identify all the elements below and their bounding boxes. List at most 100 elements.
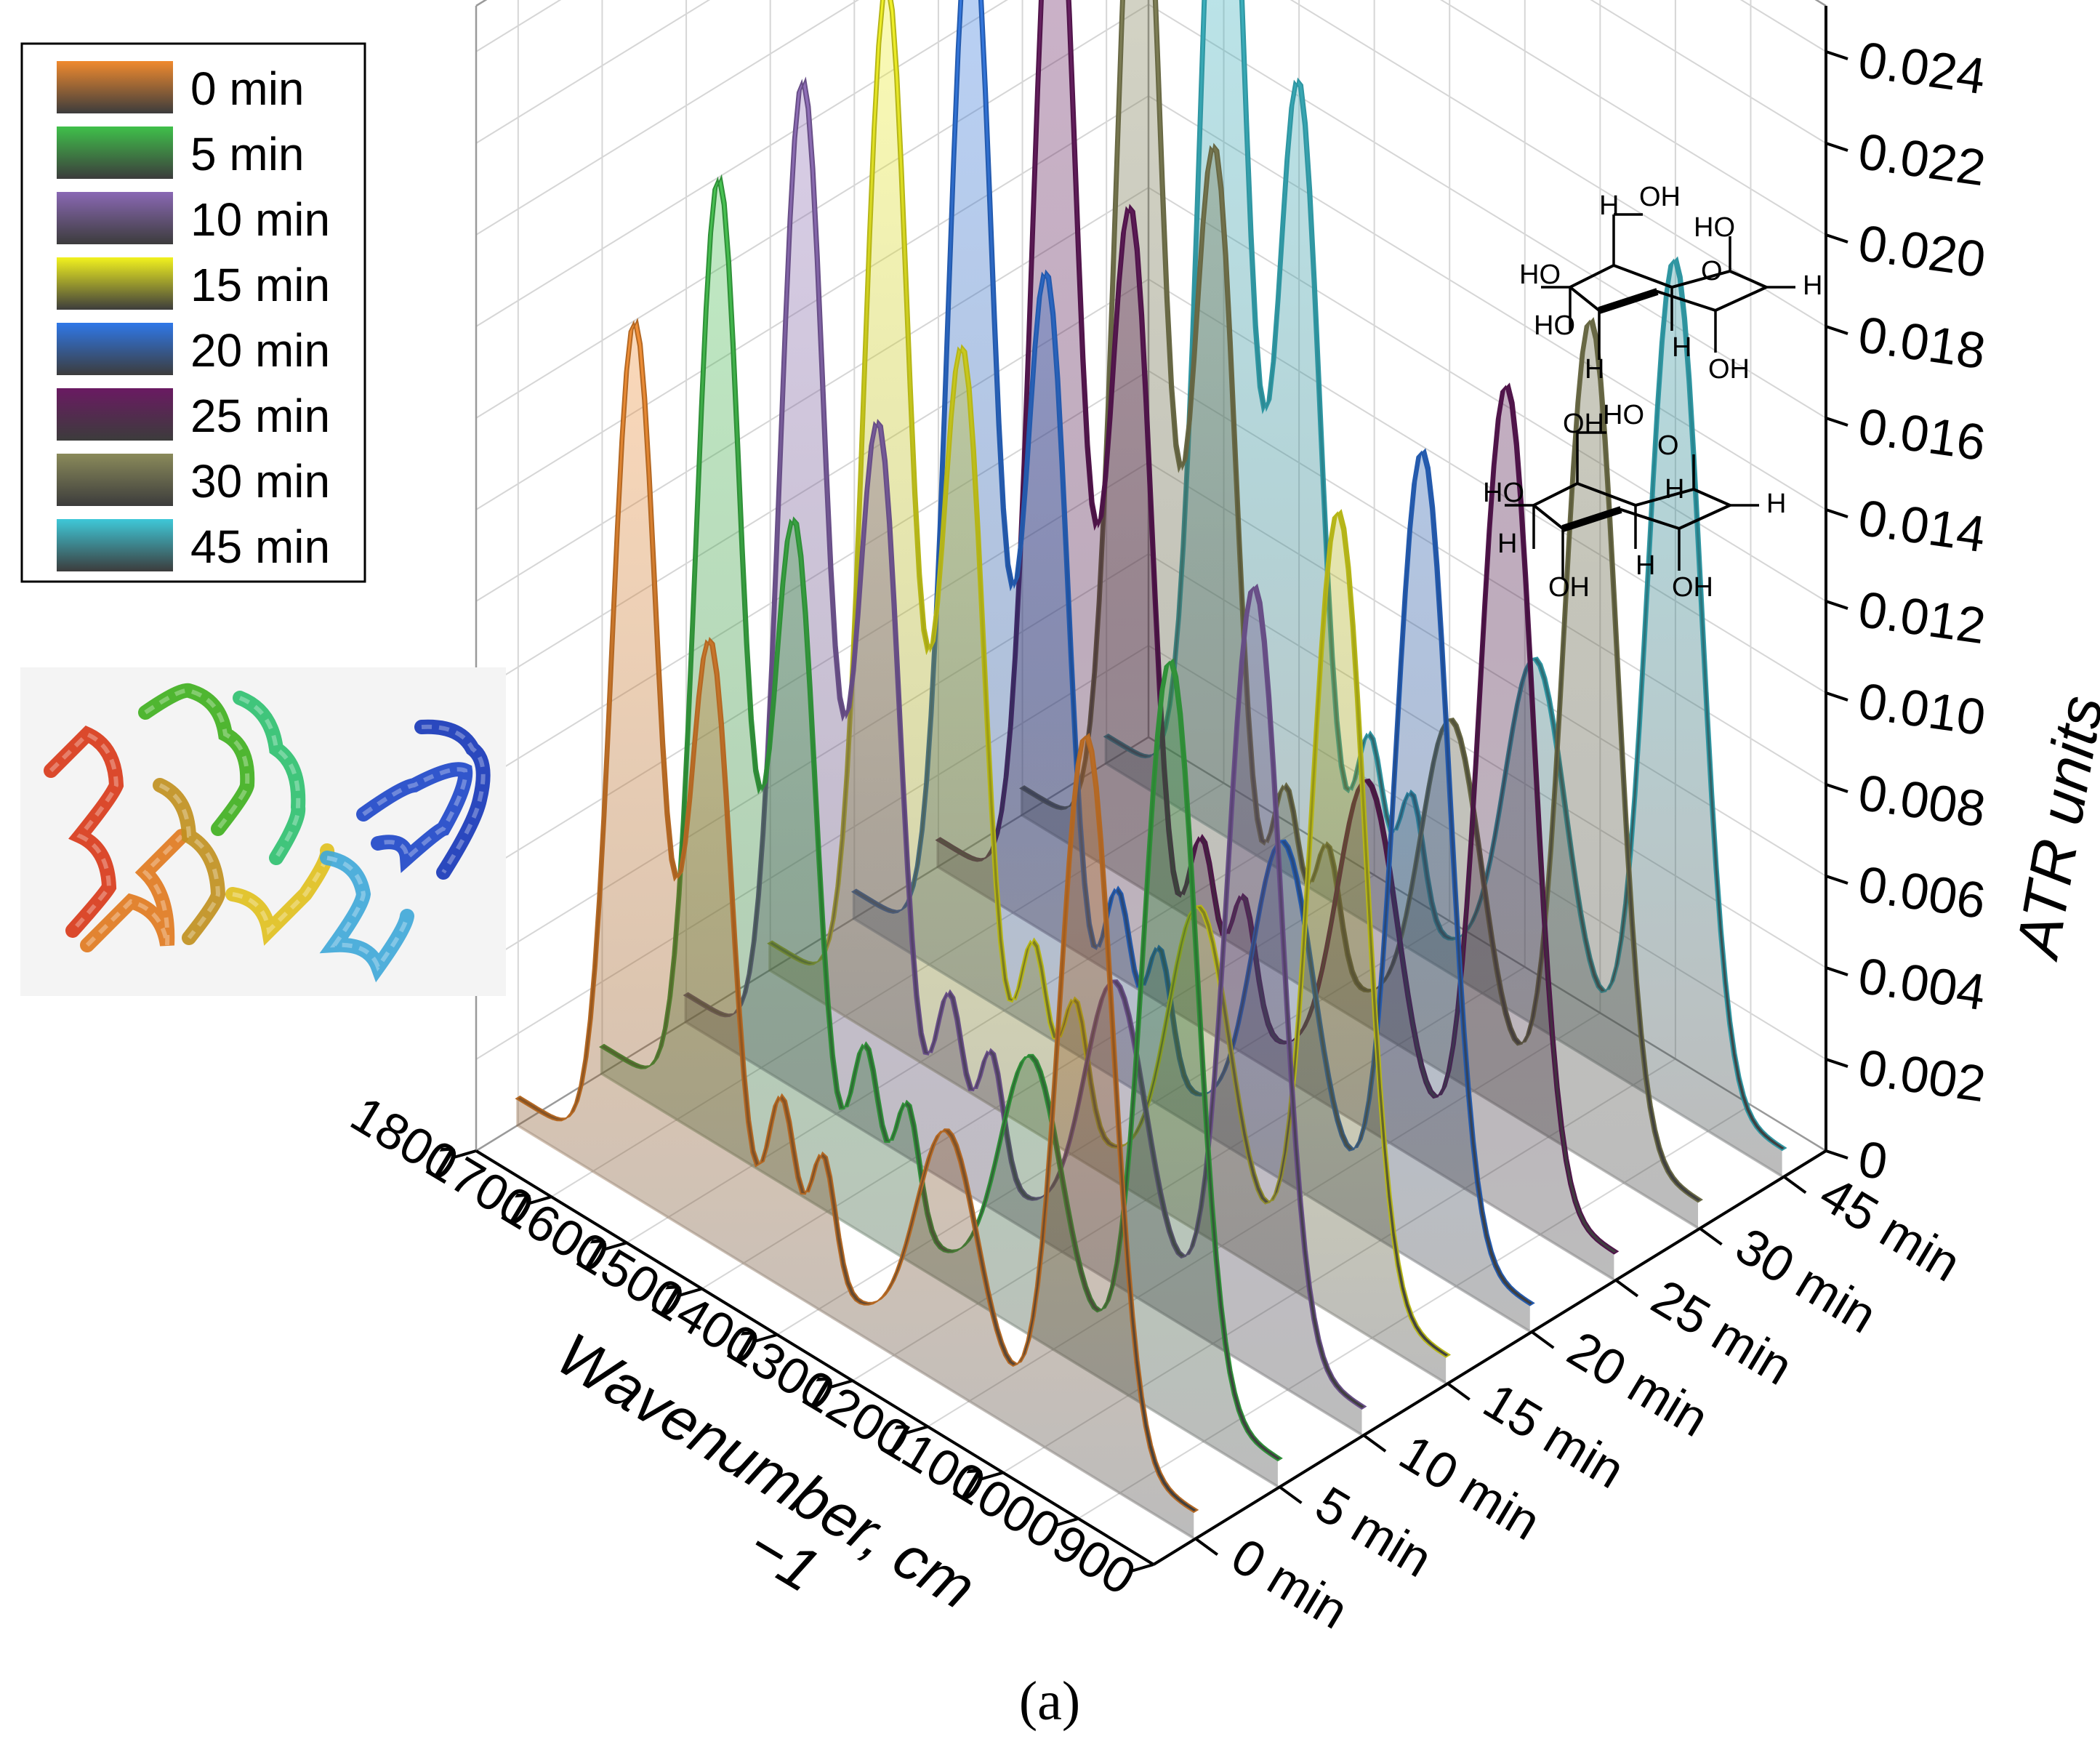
atom-label: HO — [1519, 260, 1561, 290]
y-tick — [1614, 1279, 1639, 1298]
legend-swatch — [57, 388, 173, 441]
legend-label: 25 min — [190, 390, 330, 442]
ring-bold-bond — [1561, 506, 1622, 532]
legend-label: 15 min — [190, 259, 330, 311]
z-tick-label: 0.010 — [1855, 672, 1989, 747]
atom-label: HO — [1694, 212, 1735, 243]
protein-helix-highlight — [421, 724, 486, 874]
atom-label: OH — [1639, 182, 1681, 212]
z-tick-label: 0.004 — [1855, 947, 1989, 1021]
y-tick — [1362, 1434, 1387, 1453]
legend-swatch — [57, 126, 173, 179]
legend: 0 min 5 min 10 min 15 min 20 min 25 min 30 min… — [20, 42, 366, 583]
protein-ribbon — [44, 726, 124, 938]
atom-label: H — [1599, 190, 1619, 221]
box-edge — [1814, 0, 1827, 7]
z-tick-label: 0.002 — [1855, 1039, 1989, 1113]
atom-label: O — [1657, 430, 1679, 461]
legend-label: 30 min — [190, 455, 330, 507]
atom-label: H — [1665, 474, 1684, 505]
x-tick — [752, 1333, 778, 1344]
y-tick — [1783, 1175, 1807, 1194]
legend-swatch — [57, 519, 173, 571]
atom-label: OH — [1672, 572, 1713, 603]
x-tick — [526, 1195, 552, 1206]
x-tick — [1128, 1563, 1154, 1573]
z-tick — [1825, 50, 1848, 60]
series-ribbon — [515, 318, 1199, 1514]
legend-swatch — [57, 61, 173, 113]
atom-label: H — [1766, 489, 1786, 519]
z-tick — [1825, 325, 1848, 335]
atom-label: O — [1701, 256, 1723, 286]
x-tick — [451, 1149, 477, 1160]
z-tick — [1825, 1149, 1848, 1160]
atom-label: OH — [1708, 354, 1750, 385]
protein-helix-highlight — [232, 850, 330, 936]
chart-ribbons — [515, 0, 1787, 1541]
ring-bold-bond — [1598, 288, 1659, 314]
z-tick-label: 0.006 — [1855, 856, 1989, 930]
series-ribbon — [599, 174, 1283, 1462]
figure-caption: (a) — [1019, 1671, 1080, 1732]
z-tick — [1825, 233, 1848, 244]
legend-label: 5 min — [190, 128, 305, 180]
atom-label: OH — [1548, 572, 1590, 603]
y-axis-line — [1152, 1149, 1827, 1566]
legend-label: 0 min — [190, 63, 305, 115]
z-tick-label: 0.012 — [1855, 581, 1989, 655]
legend-label: 10 min — [190, 193, 330, 246]
spectrum-series-0-min — [515, 318, 1199, 1541]
protein-helix-highlight — [158, 783, 221, 939]
protein-structure-inset — [20, 667, 506, 996]
x-tick — [827, 1379, 853, 1390]
x-tick — [1053, 1517, 1079, 1527]
z-tick — [1825, 691, 1848, 702]
x-tick — [902, 1425, 928, 1436]
legend-swatch — [57, 323, 173, 375]
z-tick — [1825, 142, 1848, 152]
y-tick — [1279, 1485, 1303, 1504]
y-tick — [1447, 1382, 1471, 1401]
legend-swatch — [57, 192, 173, 244]
atom-label: H — [1585, 354, 1604, 385]
z-tick-label: 0.008 — [1855, 764, 1989, 838]
z-tick — [1825, 1058, 1848, 1068]
y-tick — [1531, 1330, 1555, 1349]
z-tick — [1825, 966, 1848, 976]
series-ribbon — [767, 0, 1452, 1358]
atom-label: HO — [1603, 400, 1644, 430]
atom-label: HO — [1534, 310, 1575, 341]
z-tick — [1825, 417, 1848, 427]
protein-helix-highlight — [326, 856, 409, 972]
y-tick-label: 5 min — [1306, 1475, 1442, 1588]
atom-label: H — [1636, 550, 1655, 581]
z-axis-title: ATR units — [2002, 691, 2100, 965]
legend-swatch — [57, 454, 173, 506]
x-tick — [601, 1241, 627, 1252]
z-tick-label: 0.020 — [1855, 214, 1989, 289]
legend-label: 20 min — [190, 324, 330, 377]
atom-label: H — [1497, 529, 1517, 559]
series-ribbon — [683, 76, 1367, 1410]
z-tick — [1825, 783, 1848, 793]
x-axis-line — [475, 1149, 1155, 1566]
z-tick-label: 0.024 — [1855, 31, 1989, 105]
protein-helix-highlight — [144, 688, 250, 830]
atom-label: HO — [1483, 478, 1524, 508]
atom-label: OH — [1563, 409, 1604, 439]
atom-label: H — [1803, 270, 1822, 301]
y-tick-label: 0 min — [1222, 1527, 1358, 1639]
protein-helix-highlight — [362, 767, 468, 863]
z-tick-label: 0.018 — [1855, 306, 1989, 380]
x-tick — [978, 1471, 1004, 1482]
z-tick-label: 0 — [1855, 1130, 1891, 1191]
atom-label: H — [1672, 332, 1691, 363]
x-tick-label: 1000 — [944, 1453, 1070, 1560]
z-tick-label: 0.016 — [1855, 398, 1989, 472]
z-tick — [1825, 600, 1848, 610]
protein-helix-highlight — [238, 696, 301, 859]
ring-bonds — [1531, 481, 1734, 531]
